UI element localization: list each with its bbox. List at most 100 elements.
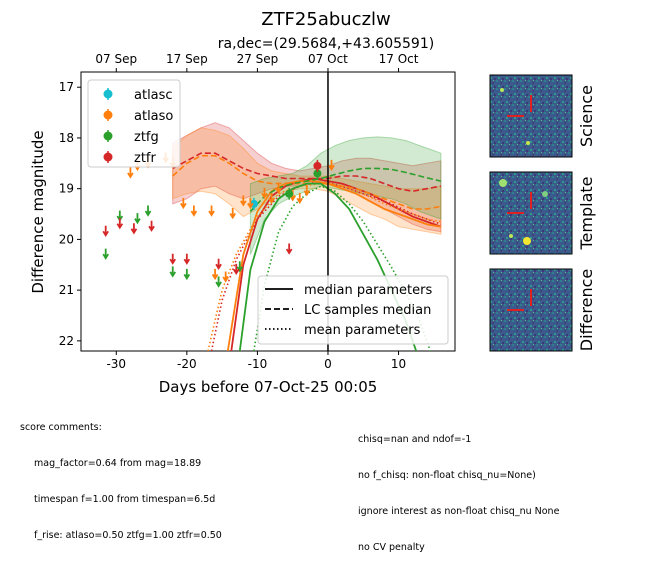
- upper-limit-marker: [183, 253, 191, 265]
- upper-limit-marker: [229, 208, 236, 220]
- cutouts-panel: Science Template Difference: [489, 74, 596, 352]
- median-parameters-curve: [226, 180, 442, 351]
- lc-samples-median-curve: [249, 167, 442, 213]
- upper-limit-marker: [215, 258, 222, 270]
- top-tick-label: 07 Sep: [95, 52, 137, 66]
- y-tick-label: 19: [59, 182, 74, 196]
- upper-limit-marker: [236, 261, 244, 273]
- light-curve-chart: ZTF25abuczlw ra,dec=(29.5684,+43.605591)…: [29, 9, 596, 396]
- style-legend-box: [257, 275, 449, 345]
- upper-limit-marker: [211, 268, 219, 281]
- upper-limit-marker: [130, 223, 138, 235]
- difference-label: Difference: [577, 269, 596, 351]
- plot-area: -30 -20 -10 0 10 07 Sep 17 Sep 27 Sep 07 Oct 17 O…: [59, 52, 456, 371]
- y-axis-label: Difference magnitude: [29, 130, 47, 293]
- legend-series-label: atlaso: [134, 109, 173, 124]
- upper-limit-marker: [275, 182, 282, 194]
- legend-marker: [103, 131, 113, 141]
- template-cutout: Template: [489, 171, 596, 255]
- y-tick-label: 17: [59, 80, 74, 94]
- legend-series-label: ztfr: [134, 151, 156, 166]
- difference-cutout: Difference: [489, 268, 596, 352]
- detection-point: [285, 189, 294, 198]
- upper-limit-marker: [127, 167, 134, 179]
- top-tick-label: 17 Oct: [379, 52, 419, 66]
- upper-limit-marker: [247, 197, 254, 210]
- upper-limit-marker: [169, 253, 176, 265]
- top-tick-label: 27 Sep: [237, 52, 279, 66]
- score-comment-line: no CV penalty: [358, 542, 425, 553]
- x-tick-label: -20: [177, 357, 197, 371]
- x-tick-label: 0: [324, 357, 332, 371]
- upper-limit-marker: [148, 220, 155, 232]
- science-star: [500, 88, 504, 92]
- median-parameters-curve: [230, 177, 442, 351]
- upper-limit-marker: [240, 195, 247, 207]
- upper-limit-marker: [296, 192, 304, 205]
- uncertainty-band: [172, 122, 442, 233]
- difference-image: [489, 268, 573, 352]
- chart-title: ZTF25abuczlw: [261, 9, 391, 30]
- upper-limit-marker: [222, 271, 229, 283]
- upper-limit-marker: [268, 192, 275, 205]
- template-star: [542, 191, 548, 197]
- score-comment-line: ignore interest as non-float chisq_nu No…: [358, 506, 560, 517]
- x-axis-label: Days before 07-Oct-25 00:05: [159, 378, 378, 396]
- upper-limit-marker: [102, 225, 109, 237]
- template-star: [523, 237, 531, 245]
- upper-limit-marker: [190, 205, 198, 217]
- upper-limit-marker: [169, 266, 176, 278]
- plot-frame: [80, 71, 456, 352]
- upper-limit-marker: [134, 213, 141, 225]
- legend-marker: [103, 110, 113, 120]
- upper-limit-marker: [180, 197, 187, 210]
- upper-limit-marker: [261, 187, 268, 199]
- legend-style-label: mean parameters: [304, 323, 421, 338]
- series-legend-box: [87, 79, 181, 168]
- legend-series-label: atlasc: [134, 88, 173, 103]
- y-tick-label: 21: [59, 283, 74, 297]
- y-tick-label: 20: [59, 232, 74, 246]
- science-image: [489, 74, 573, 158]
- x-tick-label: -30: [106, 357, 126, 371]
- template-star: [509, 234, 513, 238]
- legend-marker: [103, 152, 113, 162]
- upper-limit-marker: [144, 205, 152, 217]
- y-tick-label: 18: [59, 131, 74, 145]
- science-cutout: Science: [489, 74, 596, 158]
- score-comment-line: chisq=nan and ndof=-1: [358, 434, 472, 445]
- x-tick-label: -10: [248, 357, 268, 371]
- score-comment-line: timespan f=1.00 from timespan=6.5d: [34, 494, 216, 505]
- top-tick-label: 07 Oct: [308, 52, 348, 66]
- score-comment-line: mag_factor=0.64 from mag=18.89: [34, 458, 202, 469]
- score-comment-line: f_rise: atlaso=0.50 ztfg=1.00 ztfr=0.50: [34, 530, 222, 541]
- detection-point: [313, 169, 322, 178]
- template-star: [499, 179, 507, 187]
- mean-parameters-curve: [207, 182, 442, 351]
- upper-limit-marker: [208, 205, 215, 217]
- upper-limit-marker: [232, 263, 240, 276]
- chart-subtitle: ra,dec=(29.5684,+43.605591): [218, 36, 434, 52]
- score-comments-heading: score comments:: [20, 422, 102, 433]
- upper-limit-marker: [102, 248, 109, 260]
- upper-limit-marker: [303, 185, 311, 197]
- legend-series-label: ztfg: [134, 130, 159, 145]
- lc-samples-median-curve: [172, 152, 442, 193]
- science-label: Science: [577, 85, 596, 147]
- detection-point: [313, 161, 322, 170]
- legend-style-label: median parameters: [304, 283, 432, 298]
- upper-limit-marker: [116, 218, 124, 230]
- y-tick-label: 22: [59, 334, 74, 348]
- upper-limit-marker: [183, 268, 191, 281]
- x-tick-label: 10: [391, 357, 406, 371]
- score-comments-right: chisq=nan and ndof=-1 no f_chisq: non-fl…: [358, 410, 559, 566]
- legend-marker: [103, 89, 113, 99]
- upper-limit-marker: [328, 159, 335, 172]
- score-comments-left: score comments: mag_factor=0.64 from mag…: [20, 398, 222, 554]
- science-star: [526, 141, 530, 145]
- score-comment-line: no f_chisq: non-float chisq_nu=None): [358, 470, 536, 481]
- top-tick-label: 17 Sep: [166, 52, 208, 66]
- template-label: Template: [577, 176, 596, 250]
- upper-limit-marker: [285, 243, 293, 255]
- legend-style-label: LC samples median: [304, 303, 431, 318]
